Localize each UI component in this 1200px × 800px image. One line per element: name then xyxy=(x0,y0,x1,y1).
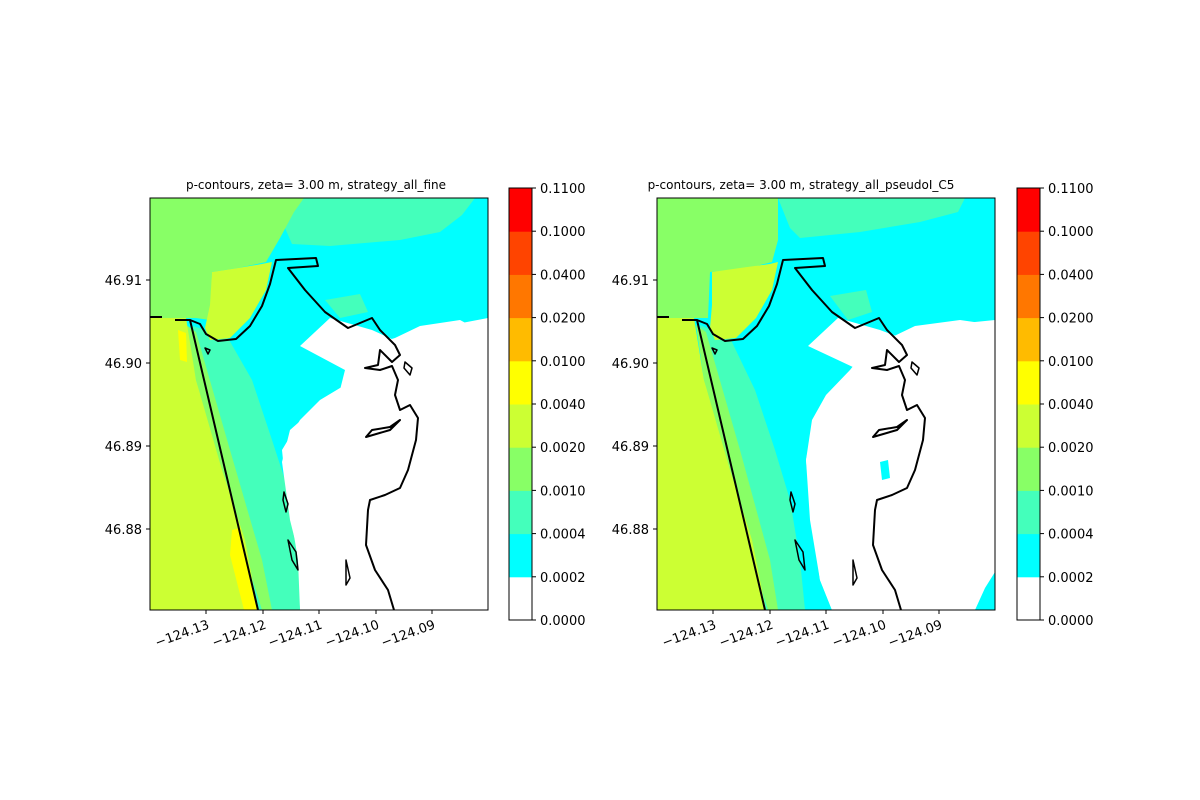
panel-1-y-tick-label: 46.88 xyxy=(105,523,142,538)
colorbar-segment xyxy=(509,533,532,578)
colorbar-tick-label: 0.0000 xyxy=(1048,614,1094,629)
panel-2-colorbar: 0.0000 0.0002 0.0004 0.0010 0.0020 0.0040 0.01… xyxy=(1016,182,1094,629)
panel-2-region-land xyxy=(806,318,995,610)
colorbar-segment xyxy=(1017,576,1040,621)
panel-2-map xyxy=(657,198,995,610)
panel-1-title: p-contours, zeta= 3.00 m, strategy_all_f… xyxy=(186,178,446,192)
panel-2-region-lime-offshore xyxy=(657,318,766,610)
panel-1-y-tick-label: 46.89 xyxy=(105,440,142,455)
colorbar-tick-label: 0.0040 xyxy=(540,398,586,413)
panel-2-coastline xyxy=(657,257,926,610)
colorbar-tick-label: 0.0400 xyxy=(1048,268,1094,283)
colorbar-segment xyxy=(509,274,532,319)
colorbar-tick-label: 0.0002 xyxy=(1048,571,1094,586)
panel-1-region-lime-lobe xyxy=(205,262,272,340)
colorbar-segment xyxy=(1017,533,1040,578)
colorbar-segment xyxy=(1017,188,1040,232)
panel-1-region-yellow-south xyxy=(230,528,258,610)
panel-1-x-tick-label: −124.13 xyxy=(153,618,211,651)
panel-2-region-cyan-inlet xyxy=(880,460,890,480)
panel-2-region-green-north xyxy=(657,198,778,318)
colorbar-tick-label: 0.0000 xyxy=(540,614,586,629)
colorbar-tick-label: 0.0200 xyxy=(540,312,586,327)
colorbar-tick-label: 0.0400 xyxy=(540,268,586,283)
colorbar-segment xyxy=(509,317,532,362)
panel-2-x-tick-label: −124.10 xyxy=(830,618,888,651)
colorbar-tick-label: 0.0100 xyxy=(1048,355,1094,370)
colorbar-tick-label: 0.0002 xyxy=(540,571,586,586)
panel-1-y-tick-label: 46.90 xyxy=(105,357,142,372)
panel-2-x-tick-label: −124.13 xyxy=(660,618,718,651)
panel-1-x-tick-label: −124.10 xyxy=(323,618,381,651)
colorbar-segment xyxy=(1017,360,1040,405)
colorbar-tick-label: 0.0200 xyxy=(1048,312,1094,327)
colorbar-tick-label: 0.0010 xyxy=(1048,484,1094,499)
colorbar-segment xyxy=(1017,231,1040,275)
panel-2-region-aqua-strip xyxy=(700,325,805,610)
panel-2-region-green-strip xyxy=(696,325,778,610)
colorbar-segment xyxy=(1017,404,1040,448)
colorbar-tick-label: 0.0004 xyxy=(540,528,586,543)
panel-2-y-tick-label: 46.89 xyxy=(612,440,649,455)
colorbar-tick-label: 0.1000 xyxy=(1048,225,1094,240)
panel-1-region-aqua-strip xyxy=(190,325,300,610)
panel-2-y-axis: 46.91 46.90 46.89 46.88 xyxy=(612,274,657,538)
panel-2-region-lime-lobe xyxy=(710,262,778,340)
colorbar-segment xyxy=(1017,274,1040,319)
panel-2-x-tick-label: −124.11 xyxy=(773,618,831,651)
panel-2-x-axis: −124.13 −124.12 −124.11 −124.10 −124.09 xyxy=(660,610,944,651)
colorbar-segment xyxy=(509,188,532,232)
panel-1-x-tick-label: −124.11 xyxy=(266,618,324,651)
panel-2-x-tick-label: −124.09 xyxy=(886,618,944,651)
panel-2-y-tick-label: 46.88 xyxy=(612,523,649,538)
panel-1-region-aqua-blob xyxy=(325,294,368,318)
colorbar-tick-label: 0.1100 xyxy=(540,182,586,197)
colorbar-segment xyxy=(1017,447,1040,491)
panel-1-x-tick-label: −124.09 xyxy=(379,618,437,651)
panel-1-region-aqua-north xyxy=(285,198,475,246)
colorbar-segment xyxy=(509,231,532,275)
colorbar-segment xyxy=(509,447,532,491)
panel-1-region-green-north xyxy=(150,198,304,320)
colorbar-tick-label: 0.0100 xyxy=(540,355,586,370)
panel-2-y-tick-label: 46.91 xyxy=(612,274,649,289)
panel-1-region-lime-offshore xyxy=(150,318,258,610)
colorbar-segment xyxy=(1017,490,1040,535)
colorbar-segment xyxy=(509,360,532,405)
colorbar-tick-label: 0.0010 xyxy=(540,484,586,499)
colorbar-tick-label: 0.0004 xyxy=(1048,528,1094,543)
panel-2: p-contours, zeta= 3.00 m, strategy_all_p… xyxy=(612,178,1094,651)
colorbar-tick-label: 0.1100 xyxy=(1048,182,1094,197)
panel-1-x-axis: −124.13 −124.12 −124.11 −124.10 −124.09 xyxy=(153,610,437,651)
panel-2-y-tick-label: 46.90 xyxy=(612,357,649,372)
panel-2-region-aqua-north xyxy=(778,198,965,238)
colorbar-tick-label: 0.0020 xyxy=(540,441,586,456)
colorbar-tick-label: 0.1000 xyxy=(540,225,586,240)
colorbar-tick-label: 0.0020 xyxy=(1048,441,1094,456)
panel-1: p-contours, zeta= 3.00 m, strategy_all_f… xyxy=(105,178,586,651)
panel-1-x-tick-label: −124.12 xyxy=(210,618,268,651)
colorbar-segment xyxy=(1017,317,1040,362)
colorbar-tick-label: 0.0040 xyxy=(1048,398,1094,413)
panel-1-map xyxy=(150,198,488,610)
panel-2-region-aqua-blob xyxy=(830,290,872,320)
colorbar-segment xyxy=(509,576,532,621)
colorbar-segment xyxy=(509,490,532,535)
panel-1-y-tick-label: 46.91 xyxy=(105,274,142,289)
panel-2-title: p-contours, zeta= 3.00 m, strategy_all_p… xyxy=(648,178,955,192)
panel-1-y-axis: 46.91 46.90 46.89 46.88 xyxy=(105,274,150,538)
panel-2-region-cyan-corner xyxy=(975,572,995,610)
colorbar-segment xyxy=(509,404,532,448)
panel-1-region-land xyxy=(282,318,488,610)
panel-1-colorbar: 0.0000 0.0002 0.0004 0.0010 0.0020 0.0040 0.01… xyxy=(508,182,586,629)
panel-2-x-tick-label: −124.12 xyxy=(717,618,775,651)
panel-1-region-yellow-north xyxy=(178,330,187,362)
panel-1-coastline xyxy=(150,257,419,610)
